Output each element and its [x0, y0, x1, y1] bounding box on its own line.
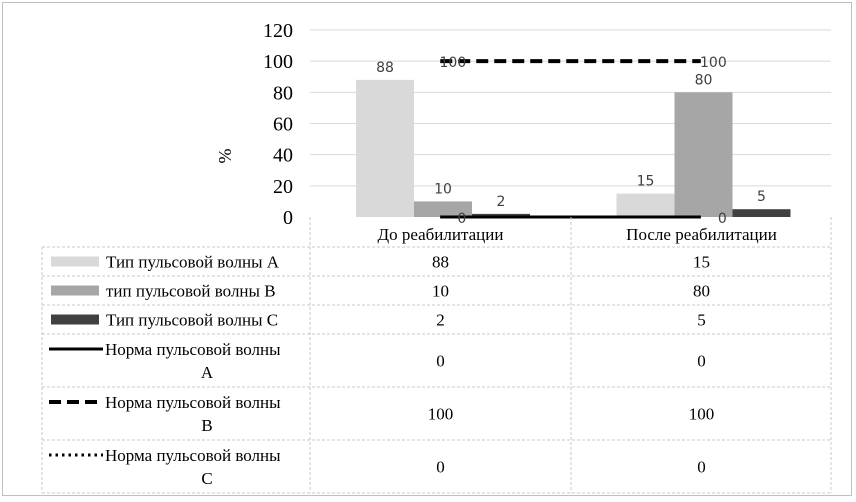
bar-value-label: 15	[637, 174, 655, 190]
bar	[674, 92, 733, 217]
table-cell-value: 100	[689, 405, 715, 424]
line-value-label: 100	[440, 55, 467, 71]
table-cell-value: 0	[697, 458, 706, 477]
series-label-cont: В	[201, 416, 212, 435]
bar	[732, 209, 791, 217]
table-cell-value: 100	[428, 405, 454, 424]
bar	[472, 213, 530, 217]
series-label-cont: С	[201, 469, 212, 488]
y-tick-label: 120	[263, 20, 293, 42]
legend-key	[51, 285, 99, 296]
y-axis-label: %	[215, 149, 235, 164]
category-label: До реабилитации	[378, 225, 504, 244]
series-label-cont: А	[201, 363, 214, 382]
bar-value-label: 10	[434, 181, 452, 197]
legend-key	[51, 256, 99, 267]
series-label: тип пульсовой волны В	[106, 282, 276, 301]
table-cell-value: 10	[432, 282, 449, 301]
series-label: Норма пульсовой волны	[105, 393, 281, 412]
table-cell-value: 2	[436, 311, 445, 330]
bar-value-label: 80	[695, 72, 713, 88]
line-value-label: 100	[700, 55, 727, 71]
bar	[356, 79, 414, 217]
line-data-labels: 100 100 0 0	[440, 55, 727, 227]
table-cell-value: 5	[697, 311, 706, 330]
line-value-label: 0	[718, 211, 727, 227]
y-tick-label: 80	[273, 82, 293, 104]
y-tick-label: 20	[273, 176, 293, 198]
bar-value-label: 2	[497, 194, 506, 210]
table-cell-value: 80	[693, 282, 710, 301]
bars	[356, 79, 791, 217]
table-cell-value: 15	[693, 253, 710, 272]
category-label: После реабилитации	[626, 225, 777, 244]
y-tick-label: 100	[263, 51, 293, 73]
bar	[616, 193, 675, 217]
series-label: Тип пульсовой волны А	[106, 253, 280, 272]
legend-key	[51, 314, 99, 325]
table-cell-value: 0	[697, 352, 706, 371]
bar-data-labels: 88 10 2 15 80 5	[376, 60, 766, 210]
data-table: До реабилитации После реабилитации Тип пул…	[41, 217, 832, 494]
bar-value-label: 88	[376, 60, 394, 76]
table-cell-value: 0	[436, 458, 445, 477]
series-label: Норма пульсовой волны	[105, 340, 281, 359]
line-value-label: 0	[457, 211, 466, 227]
bar	[414, 201, 472, 217]
bar-value-label: 5	[757, 189, 766, 205]
y-tick-label: 60	[273, 114, 293, 136]
chart-frame: 0 20 40 60 80 100 120 % 88 10 2 15 80 5 100 100 0 0 До…	[2, 2, 852, 496]
table-cell-value: 0	[436, 352, 445, 371]
table-cell-value: 88	[432, 253, 449, 272]
y-tick-label: 40	[273, 145, 293, 167]
y-tick-label: 0	[283, 207, 293, 229]
series-label: Тип пульсовой волны С	[106, 311, 278, 330]
series-label: Норма пульсовой волны	[105, 446, 281, 465]
y-axis-ticks: 0 20 40 60 80 100 120	[263, 20, 293, 229]
